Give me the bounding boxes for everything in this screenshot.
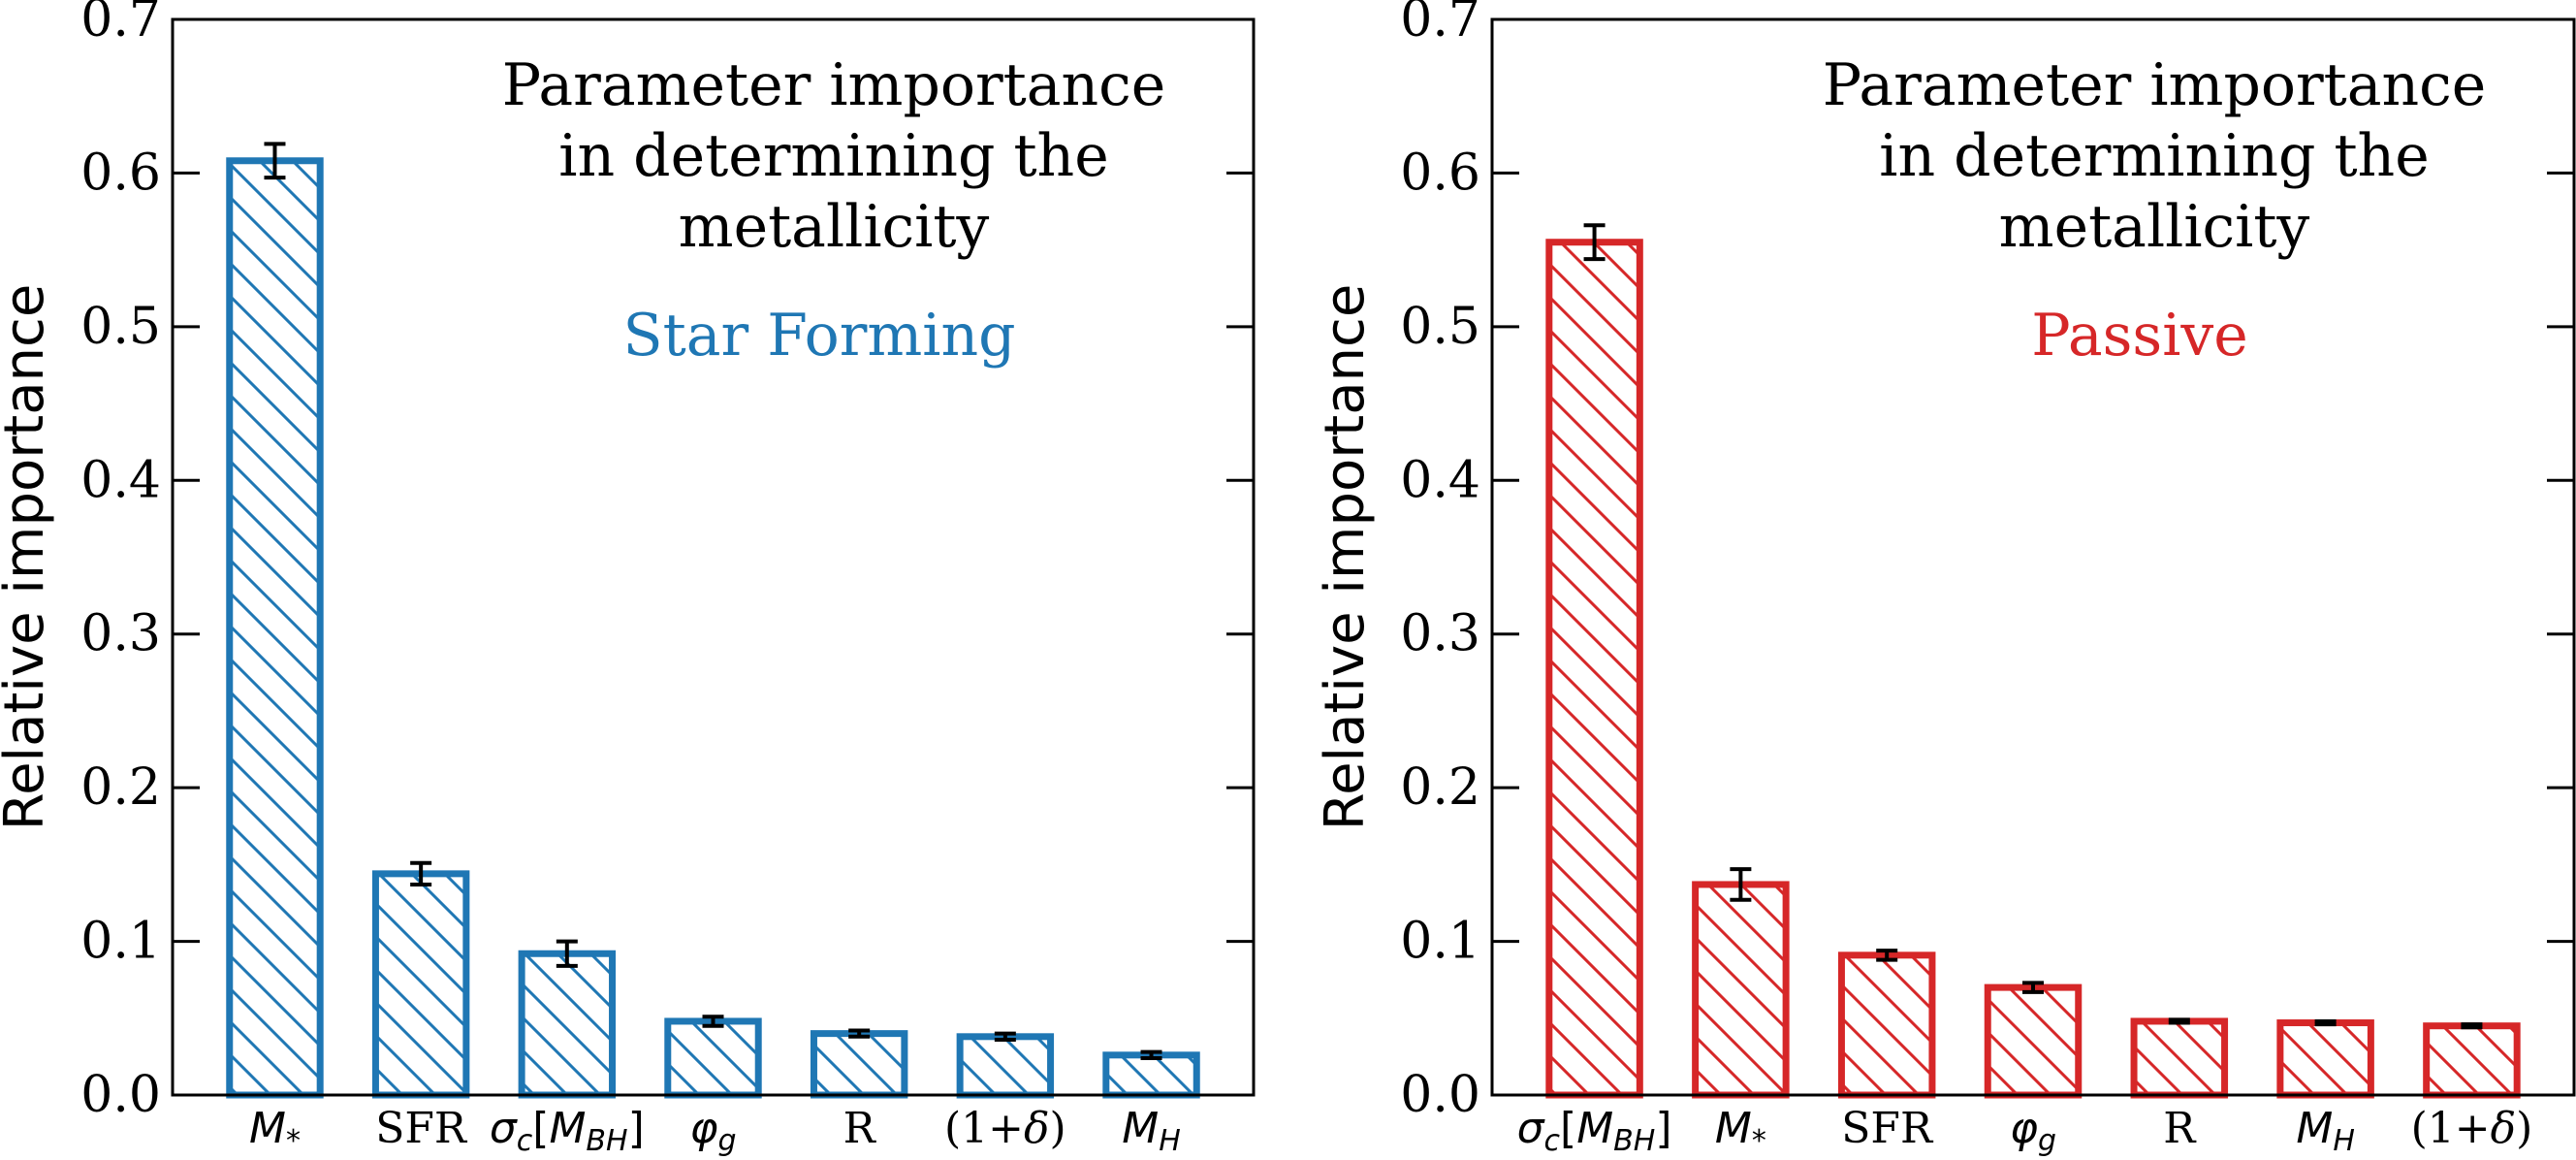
bar-1-6	[956, 1033, 1055, 1099]
bar-1-7	[1102, 1051, 1200, 1099]
x-tick-label-1-6: (1+δ)	[944, 1104, 1066, 1153]
chart-subtitle-2: Passive	[2031, 302, 2248, 370]
x-tick-label-1-4: φg	[689, 1104, 736, 1158]
x-tick-label-2-1: σc[MBH]	[1517, 1104, 1672, 1158]
chart-title-line-1-3: metallicity	[679, 193, 990, 261]
bar-2-3	[1837, 951, 1936, 1099]
x-tick-label-2-4: φg	[2010, 1104, 2056, 1158]
error-bar-2-6	[2314, 1018, 2337, 1027]
error-bar-1-1	[264, 142, 286, 180]
chart-panel-1: M* SFR σc[MBH] φg R (1+δ) MH 0.0 0.1 0.2 0.3 0.4 0.5…	[0, 0, 1256, 1158]
bar-2-1	[1545, 239, 1643, 1099]
bar-1-5	[810, 1030, 908, 1099]
error-bar-1-3	[556, 939, 578, 968]
x-tick-label-1-7: MH	[1122, 1104, 1181, 1158]
y-tick-label-2-8: 0.7	[1400, 0, 1480, 48]
bar-2-7	[2423, 1022, 2521, 1099]
x-tick-label-2-3: SFR	[1841, 1104, 1934, 1153]
bar-2-4	[1984, 983, 2083, 1099]
y-tick-label-1-3: 0.2	[80, 758, 161, 817]
error-bar-2-4	[2022, 981, 2044, 994]
error-bar-2-2	[1730, 867, 1752, 902]
error-bar-2-7	[2461, 1022, 2483, 1030]
y-tick-label-1-7: 0.6	[80, 144, 161, 202]
bar-1-2	[371, 870, 470, 1099]
x-tick-label-1-1: M*	[249, 1104, 301, 1158]
axes-frame-2	[1490, 17, 2576, 1097]
chart-panel-2: σc[MBH] M* SFR φg R MH (1+δ) 0.0 0.1 0.2 0.3 0.4 0.5…	[1314, 0, 2576, 1158]
y-tick-label-2-1: 0.0	[1400, 1066, 1480, 1124]
y-axis-label-1: Relative importance	[0, 284, 56, 831]
error-bar-1-6	[994, 1031, 1016, 1042]
chart-title-line-2-2: in determining the	[1879, 122, 2429, 190]
chart-title-line-1-1: Parameter importance	[502, 51, 1166, 119]
x-tick-label-2-6: MH	[2296, 1104, 2355, 1158]
axes-frame-1	[171, 17, 1256, 1097]
bar-2-6	[2276, 1019, 2374, 1099]
y-tick-label-2-4: 0.3	[1400, 605, 1480, 663]
bar-1-3	[518, 950, 617, 1099]
y-tick-label-1-8: 0.7	[80, 0, 161, 48]
chart-subtitle-1: Star Forming	[622, 302, 1015, 370]
y-tick-label-1-5: 0.4	[80, 451, 161, 509]
chart-title-line-2-3: metallicity	[1999, 193, 2310, 261]
error-bar-2-3	[1876, 949, 1898, 962]
x-tick-label-1-2: SFR	[375, 1104, 468, 1153]
error-bar-1-7	[1140, 1049, 1162, 1060]
y-tick-label-2-6: 0.5	[1400, 298, 1480, 356]
y-axis-label-2: Relative importance	[1314, 284, 1377, 831]
x-tick-label-2-5: R	[2163, 1104, 2197, 1153]
error-bar-2-1	[1583, 223, 1606, 262]
y-tick-label-2-3: 0.2	[1400, 758, 1480, 817]
y-tick-label-1-4: 0.3	[80, 605, 161, 663]
error-bar-2-5	[2168, 1017, 2190, 1025]
y-tick-label-1-6: 0.5	[80, 298, 161, 356]
error-bar-1-5	[848, 1028, 871, 1039]
bar-1-4	[664, 1017, 762, 1099]
y-tick-label-2-5: 0.4	[1400, 451, 1480, 509]
bar-2-2	[1692, 881, 1790, 1099]
chart-title-line-1-2: in determining the	[558, 122, 1108, 190]
y-tick-label-1-1: 0.0	[80, 1066, 161, 1124]
y-tick-label-1-2: 0.1	[80, 913, 161, 971]
x-tick-label-2-7: (1+δ)	[2411, 1104, 2533, 1153]
x-tick-label-1-3: σc[MBH]	[490, 1104, 645, 1158]
y-tick-label-2-2: 0.1	[1400, 913, 1480, 971]
error-bar-1-2	[410, 860, 432, 886]
bar-2-5	[2130, 1017, 2229, 1099]
chart-title-line-2-1: Parameter importance	[1823, 51, 2487, 119]
x-tick-label-1-5: R	[843, 1104, 877, 1153]
bar-1-1	[226, 157, 324, 1099]
x-tick-label-2-2: M*	[1715, 1104, 1766, 1158]
error-bar-1-4	[702, 1015, 724, 1028]
y-tick-label-2-7: 0.6	[1400, 144, 1480, 202]
